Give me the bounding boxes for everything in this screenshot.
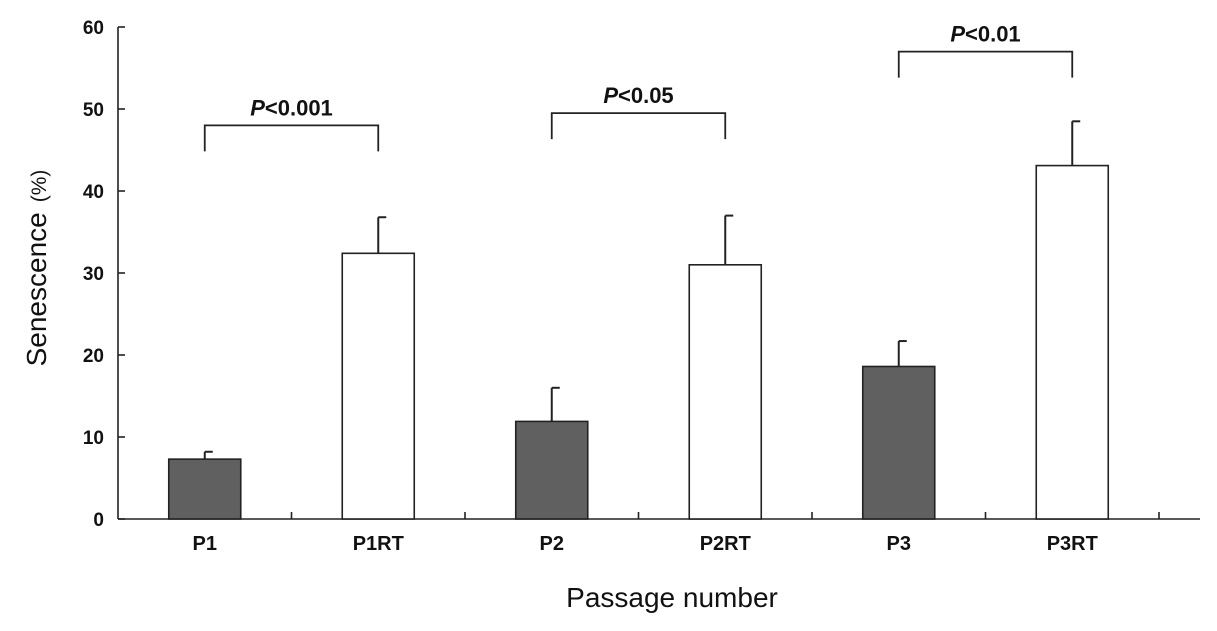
bar	[514, 420, 589, 520]
significance-label: P<0.001	[250, 95, 333, 120]
p-value: <0.05	[618, 83, 674, 108]
significance-label: P<0.01	[950, 22, 1020, 47]
p-symbol: P	[250, 95, 265, 120]
x-tick-label: P3	[887, 533, 911, 555]
y-tick-label: 60	[83, 18, 104, 39]
significance-bracket	[897, 50, 1074, 78]
y-tick-label: 10	[83, 428, 104, 449]
y-tick-label: 30	[83, 264, 104, 285]
y-tick-label: 0	[93, 510, 104, 531]
significance-label: P<0.05	[603, 83, 673, 108]
bar	[861, 365, 936, 520]
p-symbol: P	[950, 22, 965, 47]
bar	[167, 458, 242, 520]
x-tick-label: P3RT	[1047, 533, 1098, 555]
y-axis-title: Senescence (%)	[21, 170, 52, 367]
svg-text:Senescence (%): Senescence (%)	[21, 170, 52, 367]
p-value: <0.001	[265, 95, 333, 120]
y-axis-unit: (%)	[28, 170, 51, 203]
p-symbol: P	[603, 83, 618, 108]
y-tick-label: 40	[83, 182, 104, 203]
p-value: <0.01	[965, 22, 1021, 47]
x-tick-label: P1	[193, 533, 217, 555]
y-axis-label: Senescence	[21, 212, 52, 366]
bar	[1035, 164, 1110, 520]
x-tick-label: P1RT	[353, 533, 404, 555]
bar	[341, 252, 416, 520]
significance-bracket	[203, 124, 380, 152]
y-tick-label: 20	[83, 346, 104, 367]
x-tick-label: P2RT	[700, 533, 751, 555]
y-tick-label: 50	[83, 100, 104, 121]
x-axis-label: Passage number	[566, 582, 778, 613]
x-tick-label: P2	[540, 533, 564, 555]
significance-bracket	[550, 112, 727, 140]
bar	[688, 263, 763, 520]
